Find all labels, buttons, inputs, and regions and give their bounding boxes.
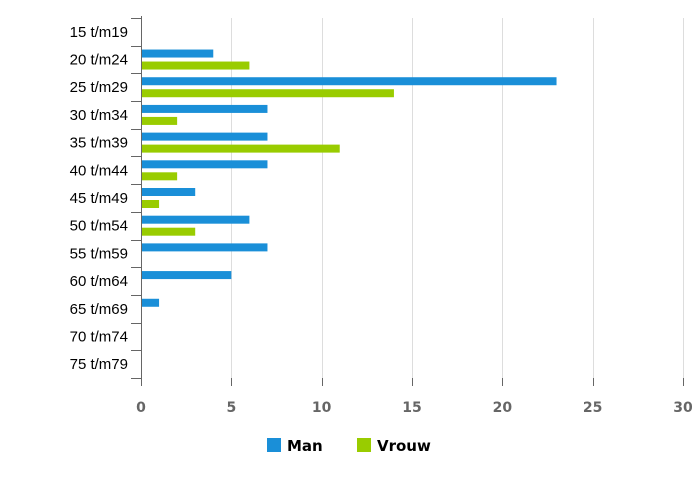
legend-swatch-vrouw bbox=[357, 438, 371, 452]
x-tick-label: 0 bbox=[136, 400, 146, 416]
legend-swatch-man bbox=[267, 438, 281, 452]
legend-label-man: Man bbox=[287, 437, 323, 455]
bar-man-7[interactable] bbox=[142, 215, 250, 224]
x-tick-label: 25 bbox=[583, 400, 602, 416]
y-tick-label: 45 t/m49 bbox=[70, 190, 128, 207]
y-tick-labels: 15 t/m19 20 t/m24 25 t/m29 30 t/m34 35 t/m39… bbox=[70, 24, 128, 373]
y-tick-label: 30 t/m34 bbox=[70, 107, 128, 124]
x-tick-label: 10 bbox=[312, 400, 332, 416]
axes bbox=[131, 16, 684, 386]
y-tick-label: 50 t/m54 bbox=[70, 218, 128, 235]
bar-man-6[interactable] bbox=[142, 188, 196, 196]
y-tick-label: 55 t/m59 bbox=[70, 245, 128, 262]
legend-item-man[interactable]: Man bbox=[267, 437, 323, 455]
bar-vrouw-3[interactable] bbox=[142, 116, 178, 125]
bar-vrouw-2[interactable] bbox=[142, 89, 394, 98]
y-tick-label: 75 t/m79 bbox=[70, 356, 128, 373]
bar-man-4[interactable] bbox=[142, 132, 268, 141]
bar-man-10[interactable] bbox=[142, 298, 160, 307]
grid-lines bbox=[231, 18, 684, 378]
bar-man-2[interactable] bbox=[142, 77, 557, 86]
y-tick-label: 20 t/m24 bbox=[70, 52, 128, 69]
x-tick-label: 15 bbox=[402, 400, 421, 416]
y-tick-label: 70 t/m74 bbox=[70, 328, 128, 345]
bar-man-3[interactable] bbox=[142, 104, 268, 113]
y-tick-label: 65 t/m69 bbox=[70, 301, 128, 318]
x-tick-labels: 0 5 10 15 20 25 30 bbox=[136, 400, 692, 416]
legend[interactable]: Man Vrouw bbox=[267, 437, 431, 455]
bar-vrouw-1[interactable] bbox=[142, 61, 250, 70]
bar-vrouw-6[interactable] bbox=[142, 200, 160, 208]
bar-vrouw-5[interactable] bbox=[142, 172, 178, 181]
bar-vrouw-4[interactable] bbox=[142, 144, 340, 153]
bar-man-1[interactable] bbox=[142, 49, 214, 58]
x-tick-label: 5 bbox=[226, 400, 236, 416]
bar-man-8[interactable] bbox=[142, 243, 268, 252]
legend-label-vrouw: Vrouw bbox=[377, 437, 431, 455]
y-tick-label: 60 t/m64 bbox=[70, 273, 128, 290]
x-tick-label: 20 bbox=[493, 400, 513, 416]
x-tick-label: 30 bbox=[673, 400, 692, 416]
bars bbox=[142, 49, 557, 307]
y-tick-label: 15 t/m19 bbox=[70, 24, 128, 41]
legend-item-vrouw[interactable]: Vrouw bbox=[357, 437, 431, 455]
bar-vrouw-7[interactable] bbox=[142, 227, 196, 236]
y-tick-label: 35 t/m39 bbox=[70, 135, 128, 152]
bar-man-9[interactable] bbox=[142, 271, 232, 280]
y-tick-label: 25 t/m29 bbox=[70, 79, 128, 96]
bar-man-5[interactable] bbox=[142, 160, 268, 169]
y-tick-label: 40 t/m44 bbox=[70, 162, 128, 179]
